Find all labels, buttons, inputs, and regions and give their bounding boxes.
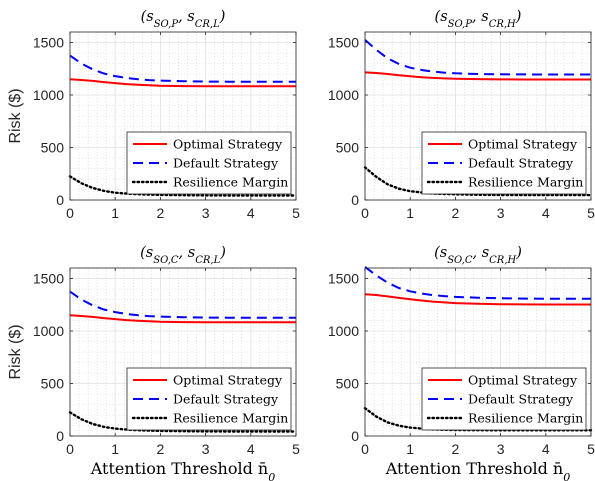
chart-panel-4: 0 1 2 3 4 5 0 500 1000 1500 (sSO,C, sCR,H) Attentio… — [328, 245, 595, 481]
y-tick-label: 500 — [41, 376, 65, 392]
x-tick-label: 4 — [542, 441, 550, 457]
axes-box — [364, 267, 592, 437]
x-tick-label: 2 — [157, 441, 165, 457]
y-tick-label: 1500 — [33, 271, 64, 287]
x-tick-label: 5 — [292, 441, 300, 457]
x-tick-label: 2 — [452, 441, 460, 457]
x-tick-label: 3 — [202, 441, 210, 457]
x-tick-label: 1 — [406, 441, 414, 457]
legend-label: Resilience Margin — [468, 411, 583, 426]
y-tick-label: 0 — [351, 192, 359, 208]
legend-label: Default Strategy — [468, 392, 574, 407]
y-axis-label: Risk ($) — [7, 88, 24, 143]
series-line-optimal-strategy — [364, 293, 591, 306]
y-tick-label: 1000 — [328, 323, 359, 339]
chart-title: (sSO,C, sCR,H) — [434, 245, 522, 266]
x-tick-label: 3 — [497, 205, 505, 221]
legend-label: Optimal Strategy — [468, 373, 578, 388]
y-tick-label: 1500 — [328, 271, 359, 287]
legend-label: Resilience Margin — [173, 175, 288, 190]
legend: Optimal Strategy Default Strategy Resilien… — [421, 131, 587, 195]
x-tick-label: 3 — [202, 205, 210, 221]
legend: Optimal Strategy Default Strategy Resilien… — [421, 367, 587, 431]
chart-title: (sSO,C, sCR,L) — [140, 245, 226, 266]
legend-box — [421, 367, 587, 431]
legend-label: Optimal Strategy — [173, 373, 283, 388]
series-line-default-strategy — [69, 54, 296, 83]
y-axis-label: Risk ($) — [7, 324, 24, 379]
x-tick-label: 0 — [66, 205, 74, 221]
y-tick-label: 500 — [336, 376, 360, 392]
y-tick-label: 0 — [351, 428, 359, 444]
chart-panel-3: 0 1 2 3 4 5 0 500 1000 1500 (sSO,C, sCR,L) Risk ($)… — [7, 245, 300, 481]
x-tick-label: 0 — [361, 441, 369, 457]
x-axis-label: Attention Threshold n̄0 — [385, 459, 570, 481]
y-tick-label: 0 — [56, 428, 64, 444]
legend: Optimal Strategy Default Strategy Resilien… — [126, 131, 292, 195]
chart-panel-2: 0 1 2 3 4 5 0 500 1000 1500 (sSO,P, sCR,H) Optimal … — [328, 9, 595, 221]
legend-label: Optimal Strategy — [173, 137, 283, 152]
y-tick-label: 1500 — [328, 35, 359, 51]
x-tick-label: 0 — [66, 441, 74, 457]
series-line-optimal-strategy — [69, 78, 296, 88]
axes-box — [69, 31, 297, 201]
series-line-optimal-strategy — [69, 314, 296, 324]
series-line-default-strategy — [364, 39, 591, 76]
x-tick-label: 4 — [247, 441, 255, 457]
y-tick-label: 1000 — [33, 87, 64, 103]
x-tick-label: 3 — [497, 441, 505, 457]
axes-box — [69, 267, 297, 437]
chart-title: (sSO,P, sCR,H) — [435, 9, 522, 30]
x-tick-label: 1 — [406, 205, 414, 221]
x-axis-label: Attention Threshold n̄0 — [90, 459, 275, 481]
series-line-default-strategy — [69, 290, 296, 319]
series-line-optimal-strategy — [364, 71, 591, 81]
y-tick-label: 1500 — [33, 35, 64, 51]
legend-label: Default Strategy — [173, 156, 279, 171]
y-tick-label: 0 — [56, 192, 64, 208]
x-tick-label: 4 — [247, 205, 255, 221]
x-tick-label: 5 — [292, 205, 300, 221]
axes-box — [364, 31, 592, 201]
legend-label: Resilience Margin — [173, 411, 288, 426]
x-tick-label: 0 — [361, 205, 369, 221]
legend-label: Optimal Strategy — [468, 137, 578, 152]
y-tick-label: 1000 — [328, 87, 359, 103]
legend-label: Default Strategy — [173, 392, 279, 407]
legend-label: Default Strategy — [468, 156, 574, 171]
legend: Optimal Strategy Default Strategy Resilien… — [126, 367, 292, 431]
y-tick-label: 500 — [336, 140, 360, 156]
x-tick-label: 4 — [542, 205, 550, 221]
series-line-default-strategy — [364, 266, 591, 300]
x-tick-label: 2 — [157, 205, 165, 221]
x-tick-label: 2 — [452, 205, 460, 221]
chart-title: (sSO,P, sCR,L) — [141, 9, 226, 30]
y-tick-label: 500 — [41, 140, 65, 156]
x-tick-label: 1 — [111, 205, 119, 221]
x-tick-label: 1 — [111, 441, 119, 457]
legend-box — [421, 131, 587, 195]
series-line-resilience-margin — [68, 175, 298, 197]
series-line-resilience-margin — [68, 411, 298, 433]
y-tick-label: 1000 — [33, 323, 64, 339]
x-tick-label: 5 — [587, 205, 595, 221]
x-tick-label: 5 — [587, 441, 595, 457]
legend-label: Resilience Margin — [468, 175, 583, 190]
chart-panel-1: 0 1 2 3 4 5 0 500 1000 1500 (sSO,P, sCR,L) Risk ($)… — [7, 9, 300, 221]
